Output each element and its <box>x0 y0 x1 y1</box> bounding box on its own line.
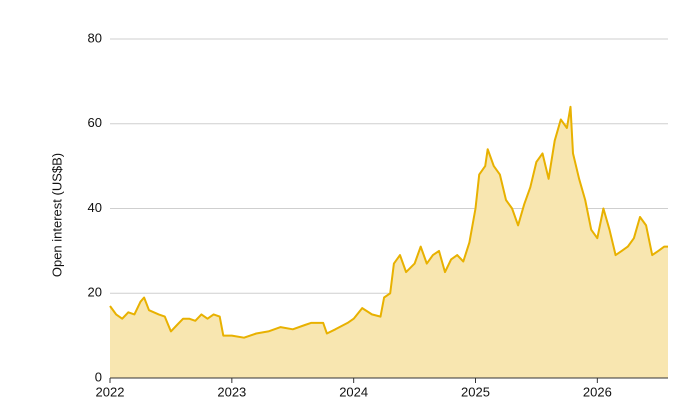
y-tick-label: 60 <box>88 115 102 130</box>
x-tick-label: 2022 <box>96 384 125 399</box>
y-tick-label: 20 <box>88 285 102 300</box>
y-axis-label: Open interest (US$B) <box>49 153 64 277</box>
y-tick-label: 80 <box>88 30 102 45</box>
y-tick-label: 0 <box>95 369 102 384</box>
x-tick-label: 2026 <box>583 384 612 399</box>
area <box>110 106 668 379</box>
line <box>109 105 668 339</box>
x-tick-label: 2024 <box>339 384 368 399</box>
x-tick-label: 2023 <box>217 384 246 399</box>
y-tick-label: 40 <box>88 200 102 215</box>
x-tick-label: 2025 <box>461 384 490 399</box>
